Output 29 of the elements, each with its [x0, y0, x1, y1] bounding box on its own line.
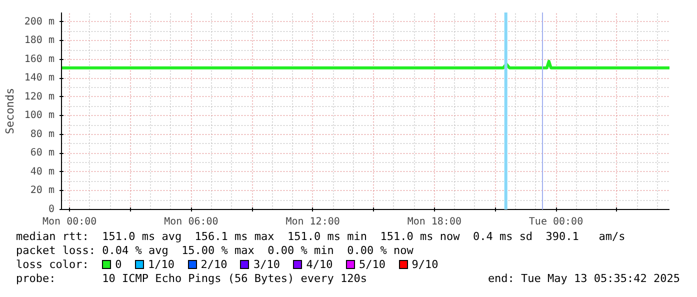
legend-label: 2/10: [200, 258, 228, 271]
legend-label: 1/10: [148, 258, 174, 271]
y-tick-label: 160 m: [24, 54, 55, 65]
x-tick-label: Tue 00:00: [528, 216, 584, 228]
y-tick-label: 180 m: [24, 35, 55, 46]
legend-label: 0: [115, 258, 122, 271]
y-tick-label: 100 m: [24, 110, 55, 122]
legend-label: 5/10: [358, 258, 386, 271]
y-tick-label: 140 m: [24, 72, 55, 84]
y-tick-label: 20 m: [30, 185, 55, 196]
y-tick-label: 120 m: [24, 91, 55, 102]
x-tick-label: Mon 06:00: [164, 216, 218, 228]
y-tick-label: 80 m: [30, 128, 55, 140]
x-tick-label: Mon 00:00: [42, 216, 97, 228]
legend-label: 3/10: [253, 258, 280, 271]
text: probe: 10 ICMP Echo Pings (56 Bytes) every 120s: [16, 272, 367, 285]
y-tick-label: 0: [48, 204, 55, 215]
legend-label: 9/10: [412, 258, 438, 271]
y-tick-label: 40 m: [30, 166, 55, 178]
y-axis-title: Seconds: [3, 88, 16, 134]
legend-label: 4/10: [306, 258, 333, 271]
text: packet loss: 0.04 % avg 15.00 % max 0.00 % min 0.00 % now: [16, 244, 414, 258]
legend-title: loss color:: [16, 258, 89, 271]
text: median rtt: 151.0 ms avg 156.1 ms max 151.0 ms min 151.0 ms now 0.4 ms sd 390.1 am/s: [16, 230, 626, 244]
x-tick-label: Mon 18:00: [407, 216, 462, 228]
text: end: Tue May 13 05:35:42 2025: [488, 272, 680, 286]
y-tick-label: 200 m: [24, 16, 55, 28]
y-tick-label: 60 m: [30, 148, 55, 159]
x-tick-label: Mon 12:00: [286, 216, 340, 228]
